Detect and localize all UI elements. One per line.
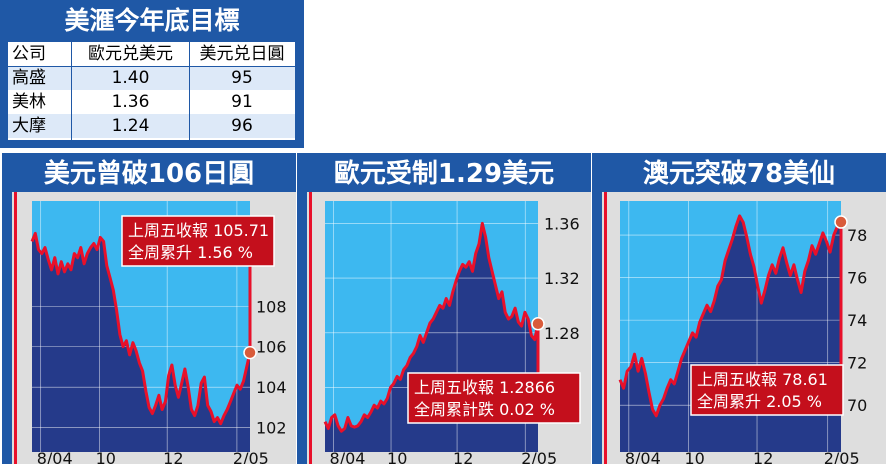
- y-tick-label: 106: [256, 338, 287, 357]
- last-value-marker: [531, 317, 545, 331]
- y-tick-label: 1.28: [544, 324, 580, 343]
- table-row: 美林 1.36 91: [8, 90, 295, 114]
- table-cell-eur-usd: 1.24: [111, 116, 150, 136]
- table-header-company: 公司: [12, 44, 46, 64]
- targets-table: 美滙今年底目標 公司 歐元兑美元 美元兑日圓 高盛 1.40 95 美林 1.3…: [0, 0, 304, 148]
- chart-usd-jpy: 102 104 106 108 8/04 10 12 2/05 上周五收報 105.71 全周累升…: [12, 192, 296, 464]
- table-cell-usd-jpy: 95: [231, 68, 253, 88]
- chart-panel-eur-usd: 歐元受制1.29美元 1.241.281.321.368/0410122/05上…: [297, 153, 591, 464]
- chart-aud-usd: 70 72 74 76 78 8/04 10 12 2/05 上周五收報 78.61 全周累升 2.…: [602, 192, 886, 464]
- y-tick-label: 104: [256, 378, 287, 397]
- y-tick-label: 72: [847, 354, 867, 373]
- table-cell-usd-jpy: 96: [231, 116, 253, 136]
- last-value-marker: [834, 215, 848, 229]
- table-cell-company: 高盛: [12, 68, 46, 88]
- annotation-text: 上周五收報 78.61: [697, 370, 828, 389]
- x-tick-label: 8/04: [330, 449, 366, 464]
- series-line: [618, 214, 843, 418]
- y-tick-label: 70: [847, 396, 867, 415]
- table-body: 公司 歐元兑美元 美元兑日圓 高盛 1.40 95 美林 1.36 91 大摩 …: [8, 42, 295, 140]
- x-tick-label: 8/04: [37, 449, 73, 464]
- chart-panel-usd-jpy: 美元曾破106日圓 102 104 106 108 8/04 10 12 2/05 上周五收報 …: [2, 153, 296, 464]
- table-divider: [8, 66, 295, 67]
- table-header-row: 公司 歐元兑美元 美元兑日圓: [8, 42, 295, 66]
- plot-area-fill: [32, 233, 250, 452]
- y-tick-label: 102: [256, 419, 287, 438]
- annotation-text: 上周五收報 105.71: [128, 221, 269, 240]
- annotation-text: 全周累計跌 0.02 %: [414, 400, 555, 419]
- table-cell-usd-jpy: 91: [231, 92, 253, 112]
- last-value-marker: [243, 345, 257, 360]
- table-row: 高盛 1.40 95: [8, 66, 295, 90]
- x-tick-label: 2/05: [824, 449, 860, 464]
- series-line: [323, 221, 540, 433]
- series-line: [30, 231, 252, 426]
- y-tick-label: 1.36: [544, 214, 580, 233]
- annotation-box: [407, 372, 581, 424]
- y-tick-label: 78: [847, 226, 867, 245]
- x-tick-label: 10: [96, 449, 116, 464]
- chart-edge-accent: [604, 192, 607, 464]
- chart-title: 澳元突破78美仙: [642, 159, 836, 189]
- table-row: 大摩 1.24 96: [8, 114, 295, 138]
- x-tick-label: 12: [453, 449, 473, 464]
- annotation-text: 全周累升 2.05 %: [697, 392, 822, 411]
- x-tick-label: 2/05: [521, 449, 557, 464]
- x-tick-label: 2/05: [233, 449, 269, 464]
- annotation-text: 上周五收報 1.2866: [414, 378, 555, 397]
- y-tick-label: 1.32: [544, 269, 580, 288]
- y-tick-label: 74: [847, 311, 867, 330]
- table-cell-eur-usd: 1.40: [111, 68, 150, 88]
- annotation-box: [690, 364, 844, 416]
- table-cell-eur-usd: 1.36: [111, 92, 150, 112]
- chart-edge-accent: [309, 192, 312, 464]
- annotation-text: 全周累升 1.56 %: [128, 243, 253, 262]
- chart-panel-aud-usd: 澳元突破78美仙 70 72 74 76 78 8/04 10 12 2/05 上周五收報 78.…: [592, 153, 886, 464]
- table-header-usd-jpy: 美元兑日圓: [199, 44, 285, 64]
- table-header-eur-usd: 歐元兑美元: [88, 44, 173, 64]
- x-tick-label: 10: [387, 449, 407, 464]
- y-tick-label: 108: [256, 297, 287, 316]
- chart-title: 美元曾破106日圓: [43, 159, 255, 189]
- annotation-box: [121, 215, 275, 267]
- y-tick-label: 76: [847, 269, 867, 288]
- chart-edge-accent: [14, 192, 17, 464]
- x-tick-label: 8/04: [625, 449, 661, 464]
- x-tick-label: 10: [685, 449, 705, 464]
- table-cell-company: 大摩: [12, 116, 46, 136]
- table-cell-company: 美林: [12, 92, 46, 112]
- table-divider: [71, 42, 72, 140]
- x-tick-label: 12: [163, 449, 183, 464]
- chart-title: 歐元受制1.29美元: [333, 159, 555, 189]
- table-title: 美滙今年底目標: [64, 6, 240, 35]
- x-tick-label: 12: [753, 449, 773, 464]
- table-divider: [189, 42, 190, 140]
